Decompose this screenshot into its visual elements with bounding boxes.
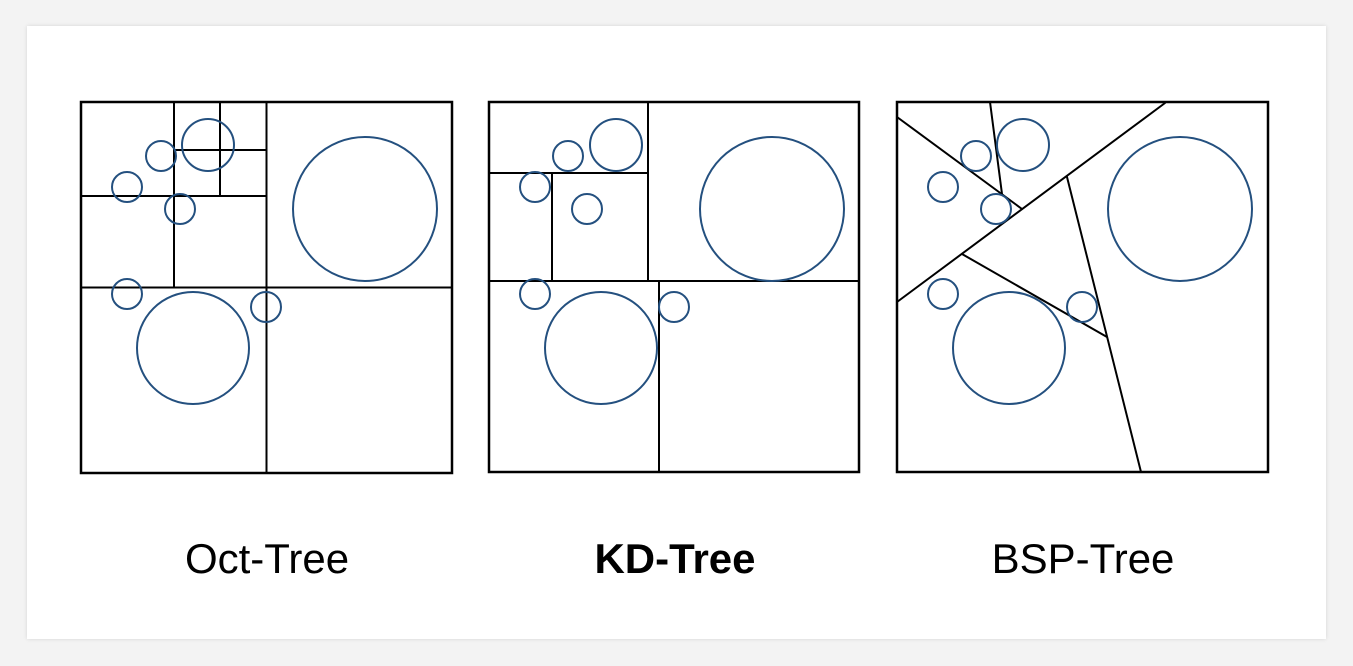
object-circle	[571, 193, 603, 225]
object-circle	[544, 291, 658, 405]
oct-tree-diagram	[79, 100, 454, 475]
bsp-tree-bounds	[895, 100, 1270, 474]
object-circle	[552, 140, 584, 172]
bsp-tree-diagram	[895, 100, 1270, 474]
kd-tree-diagram	[487, 100, 861, 474]
object-circle	[1066, 291, 1098, 323]
kd-tree-label: KD-Tree	[594, 535, 756, 582]
spatial-partition-diagrams	[79, 100, 1270, 475]
object-circle	[164, 193, 196, 225]
object-circle	[145, 140, 177, 172]
bsp-tree-label: BSP-Tree	[991, 535, 1175, 582]
object-circle	[136, 291, 250, 405]
object-circle	[589, 118, 643, 172]
bsp-tree-partitions	[896, 101, 1166, 473]
object-circle	[181, 118, 235, 172]
kd-tree-partitions	[488, 101, 860, 473]
object-circle	[960, 140, 992, 172]
object-circle	[927, 171, 959, 203]
object-circle	[519, 278, 551, 310]
object-circle	[111, 171, 143, 203]
figure-card: Oct-Tree KD-Tree BSP-Tree	[27, 26, 1326, 639]
object-circle	[952, 291, 1066, 405]
kd-tree-bounds	[487, 100, 861, 474]
kd-tree-objects	[519, 118, 845, 405]
object-circle	[111, 278, 143, 310]
oct-tree-label: Oct-Tree	[184, 535, 350, 582]
object-circle	[658, 291, 690, 323]
object-circle	[292, 136, 438, 282]
object-circle	[519, 171, 551, 203]
object-circle	[996, 118, 1050, 172]
oct-tree-objects	[111, 118, 438, 405]
object-circle	[1107, 136, 1253, 282]
oct-tree-partitions	[80, 101, 453, 474]
object-circle	[250, 291, 282, 323]
object-circle	[699, 136, 845, 282]
object-circle	[927, 278, 959, 310]
object-circle	[980, 193, 1012, 225]
bsp-tree-objects	[927, 118, 1253, 405]
